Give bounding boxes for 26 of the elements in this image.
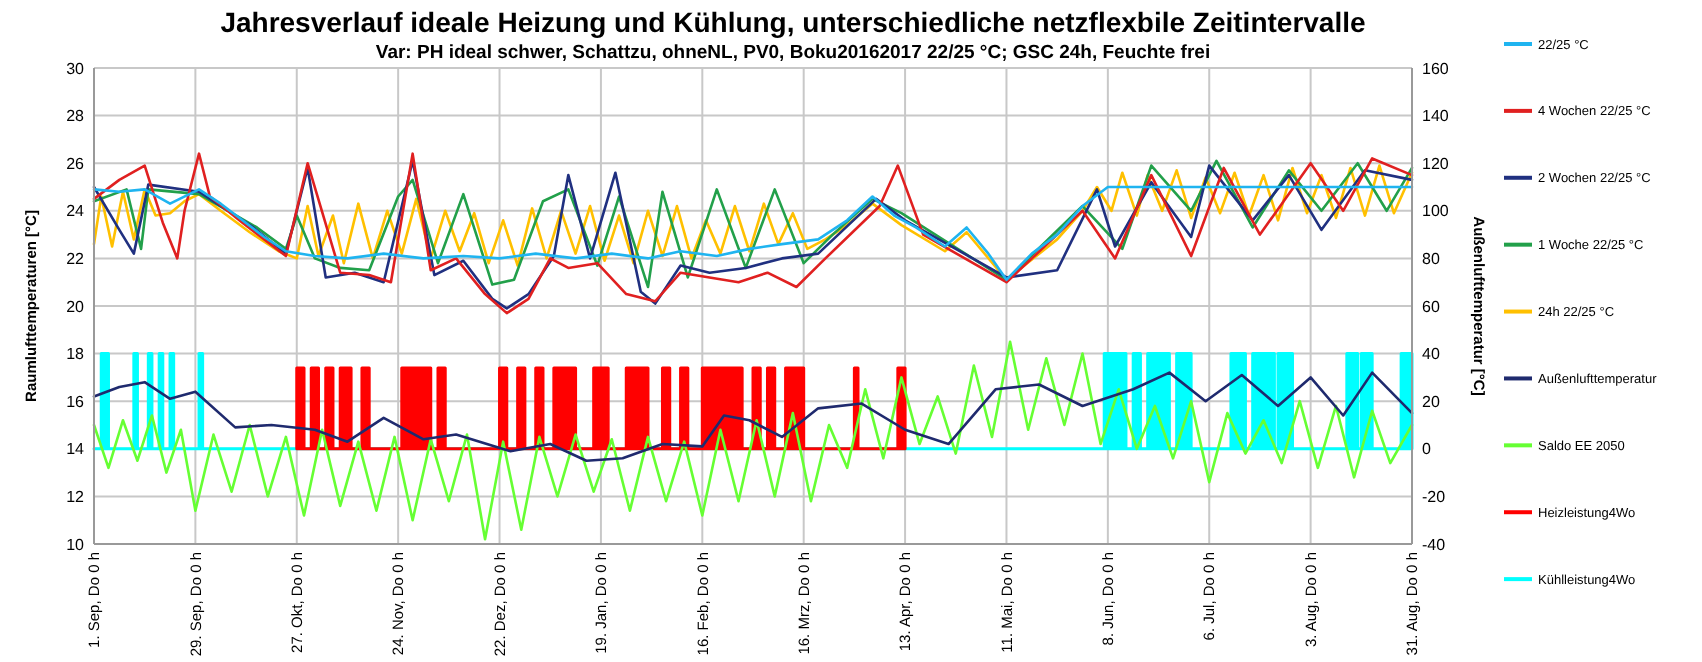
y2-tick-label: 100 <box>1422 202 1450 221</box>
y2-tick-label: 40 <box>1422 345 1441 364</box>
y2-tick-label: 60 <box>1422 297 1441 316</box>
y-tick-label: 24 <box>66 202 86 221</box>
y2-tick-label: -40 <box>1422 535 1447 554</box>
chart-subtitle: Var: PH ideal schwer, Schattzu, ohneNL, PV0, Boku20162017 22/25 °C; GSC 24h, Feuchte frei <box>375 42 1211 64</box>
y-tick-label: 12 <box>66 488 86 506</box>
y-tick-label: 18 <box>66 345 86 364</box>
y-tick-label: 26 <box>66 154 86 173</box>
line-series <box>92 185 1414 282</box>
y-tick-label: 16 <box>66 392 86 411</box>
y2-tick-label: 120 <box>1422 154 1450 173</box>
y2-tick-label: 160 <box>1422 59 1450 78</box>
y-tick-label: 22 <box>66 250 86 268</box>
y-tick-label: 20 <box>66 297 86 316</box>
y2-tick-label: -20 <box>1422 488 1447 506</box>
y2-tick-label: 140 <box>1422 107 1450 126</box>
line-series <box>92 371 1414 462</box>
y2-tick-label: 80 <box>1422 250 1441 268</box>
y-tick-label: 30 <box>66 59 86 78</box>
y-tick-label: 14 <box>66 440 86 459</box>
y2-tick-label: 20 <box>1422 392 1441 411</box>
y-tick-label: 28 <box>66 107 86 126</box>
y-tick-label: 10 <box>66 535 86 554</box>
chart-title: Jahresverlauf ideale Heizung und Kühlung, unterschiedliche netzflexbile Zeitintervalle <box>220 6 1367 38</box>
y2-tick-label: 0 <box>1422 440 1432 459</box>
